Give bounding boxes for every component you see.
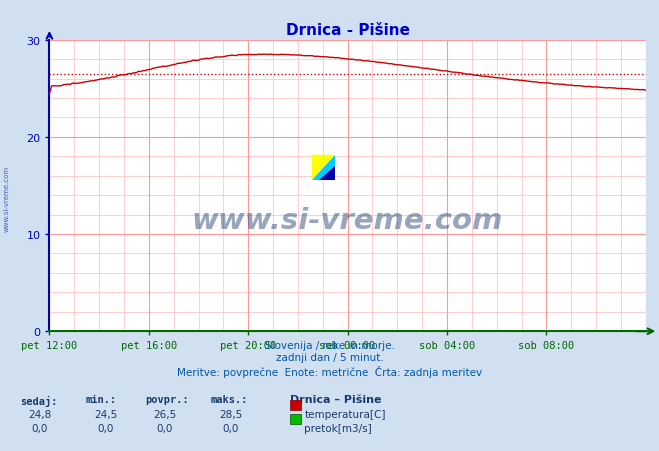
Text: sedaj:: sedaj: [20,395,57,405]
Text: Slovenija / reke in morje.: Slovenija / reke in morje. [264,341,395,350]
Text: Drnica – Pišine: Drnica – Pišine [290,395,382,405]
Text: 0,0: 0,0 [98,423,113,433]
Text: 24,5: 24,5 [94,409,117,419]
Text: zadnji dan / 5 minut.: zadnji dan / 5 minut. [275,353,384,363]
Text: 0,0: 0,0 [32,423,47,433]
Text: Meritve: povprečne  Enote: metrične  Črta: zadnja meritev: Meritve: povprečne Enote: metrične Črta:… [177,365,482,377]
Text: 26,5: 26,5 [153,409,177,419]
Text: 0,0: 0,0 [223,423,239,433]
Text: maks.:: maks.: [211,395,248,405]
Title: Drnica - Pišine: Drnica - Pišine [285,23,410,38]
Text: www.si-vreme.com: www.si-vreme.com [192,207,503,235]
Text: pretok[m3/s]: pretok[m3/s] [304,423,372,433]
Text: 28,5: 28,5 [219,409,243,419]
Text: povpr.:: povpr.: [145,395,188,405]
Text: 0,0: 0,0 [157,423,173,433]
Text: temperatura[C]: temperatura[C] [304,409,386,419]
Text: min.:: min.: [86,395,117,405]
Text: 24,8: 24,8 [28,409,51,419]
Text: www.si-vreme.com: www.si-vreme.com [3,166,10,231]
